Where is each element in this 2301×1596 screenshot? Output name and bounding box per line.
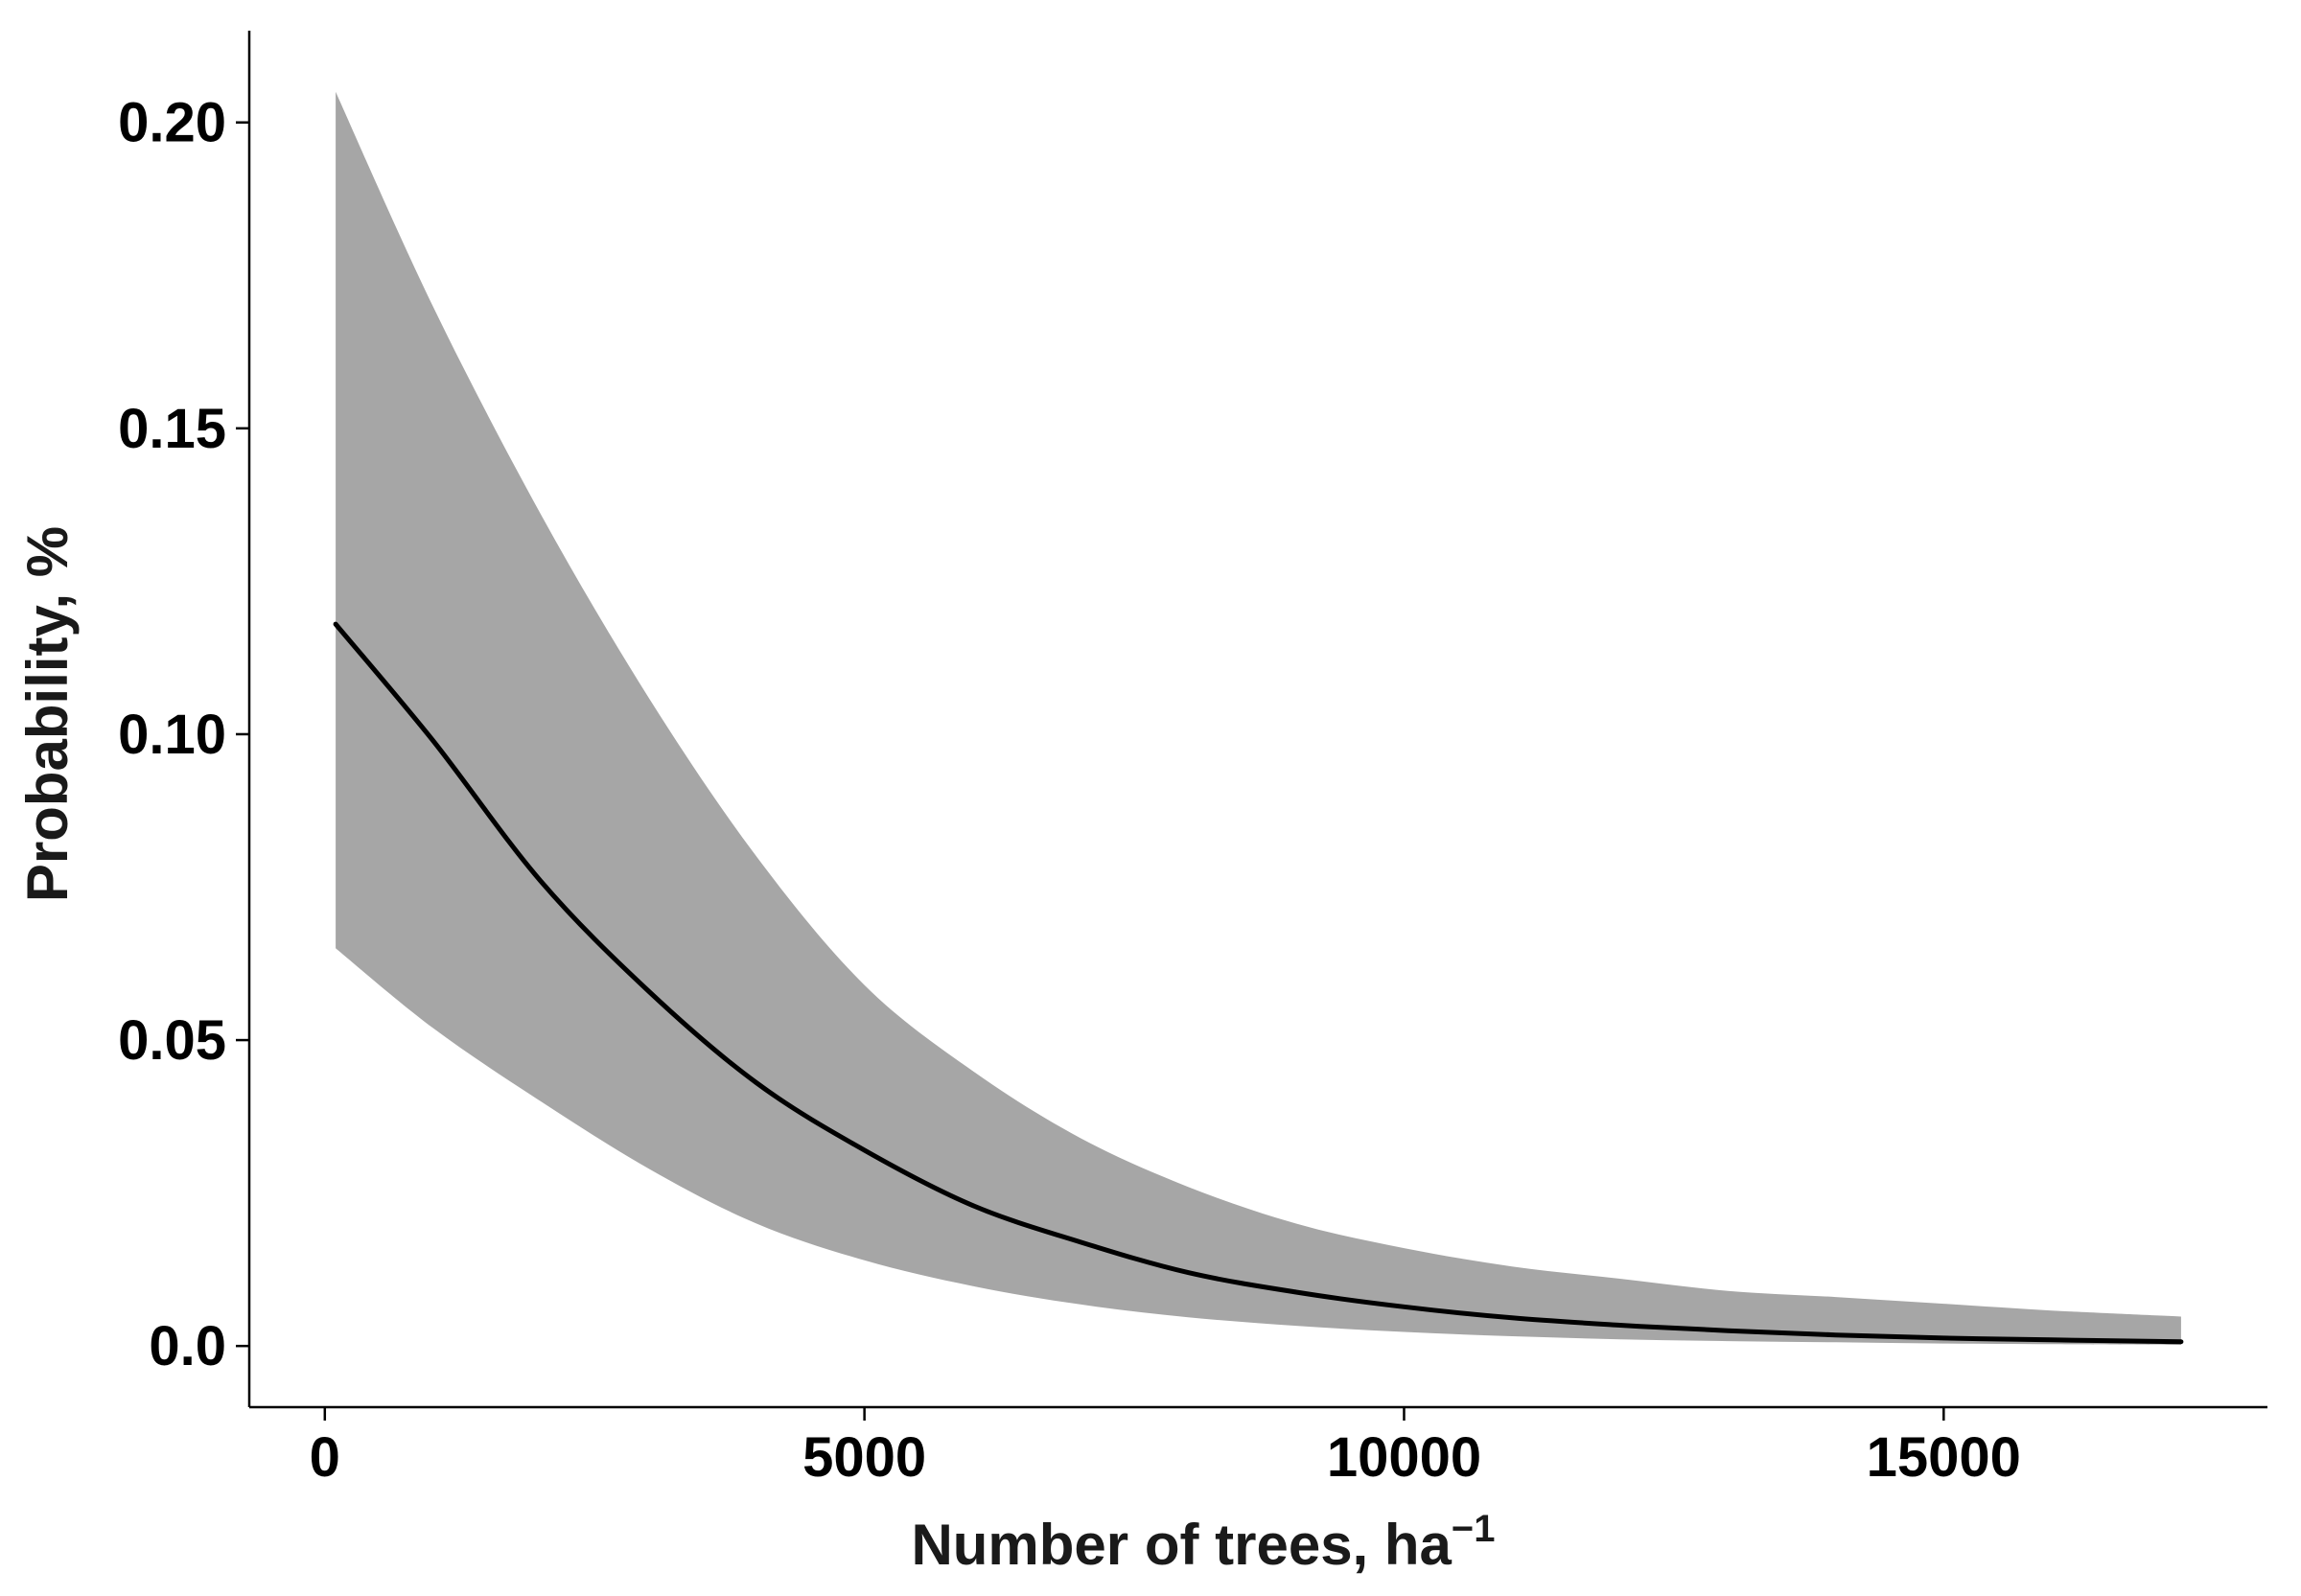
confidence-band — [336, 91, 2181, 1345]
series-line — [333, 621, 2184, 1345]
y-tick-label: 0.05 — [118, 1009, 226, 1072]
axes: 0.0 0.05 0.10 0.15 0.20 0 5000 10000 15000 — [118, 31, 2267, 1489]
y-axis-title: Probability, % — [15, 526, 80, 902]
x-tick-label: 15000 — [1867, 1426, 2021, 1489]
y-tick-label: 0.10 — [118, 704, 226, 766]
x-tick-label: 10000 — [1327, 1426, 1481, 1489]
x-tick-label: 5000 — [802, 1426, 926, 1489]
y-tick-label: 0.0 — [149, 1315, 226, 1377]
y-tick-label: 0.15 — [118, 398, 226, 460]
x-axis-title: Number of trees, ha−1 — [911, 1508, 1495, 1577]
x-tick-label: 0 — [310, 1426, 340, 1489]
y-tick-label: 0.20 — [118, 92, 226, 154]
plot-area — [333, 91, 2184, 1345]
